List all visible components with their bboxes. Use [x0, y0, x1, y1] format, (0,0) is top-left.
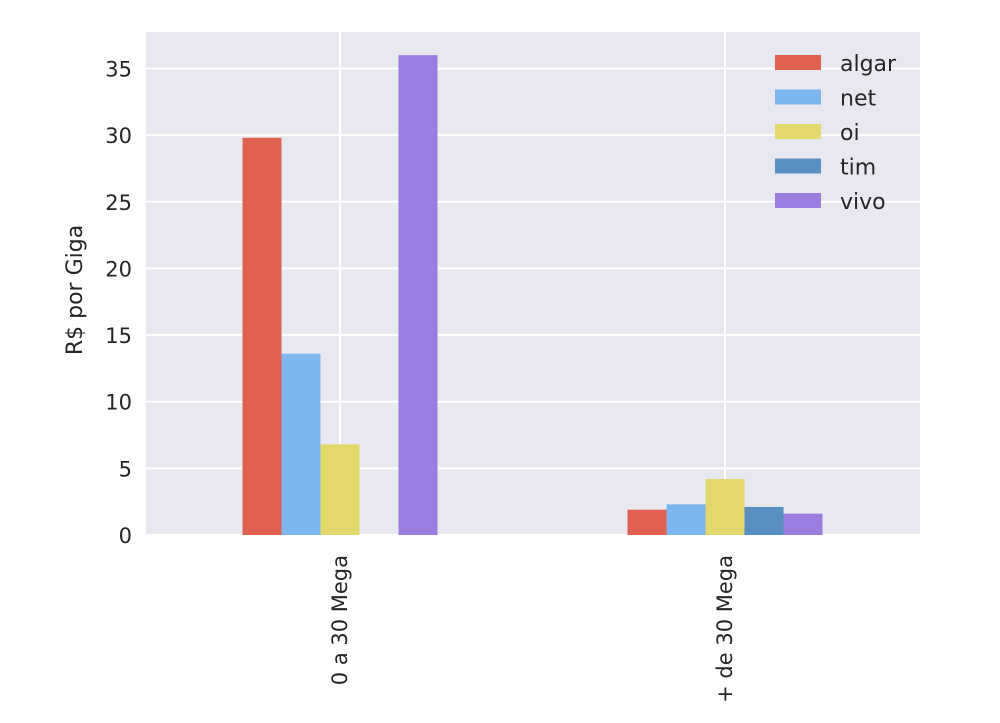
y-tick-label: 30	[105, 124, 132, 148]
bar-tim	[744, 507, 784, 535]
bar-net	[281, 353, 321, 535]
legend-swatch-vivo	[775, 193, 821, 208]
y-tick-label: 20	[105, 257, 132, 281]
legend: algar net oi tim vivo	[775, 52, 897, 215]
bar-algar	[242, 137, 282, 536]
legend-label-net: net	[840, 87, 876, 112]
bar-vivo	[783, 513, 823, 535]
legend-label-vivo: vivo	[840, 190, 886, 215]
x-tick-label: 0 a 30 Mega	[328, 555, 352, 685]
legend-swatch-algar	[775, 55, 821, 70]
x-tick-labels: 0 a 30 Mega + de 30 Mega	[328, 555, 737, 703]
bar-oi	[320, 444, 360, 535]
x-tick-label: + de 30 Mega	[713, 555, 737, 703]
bar-oi	[705, 479, 745, 535]
bar-vivo	[398, 55, 438, 536]
legend-label-tim: tim	[840, 156, 876, 181]
y-tick-label: 0	[119, 524, 132, 548]
legend-label-oi: oi	[840, 121, 860, 146]
y-axis-title: R$ por Giga	[63, 225, 88, 355]
bar-algar	[627, 509, 667, 535]
y-tick-label: 5	[119, 457, 132, 481]
legend-swatch-oi	[775, 124, 821, 139]
y-tick-label: 25	[105, 191, 132, 215]
y-tick-label: 15	[105, 324, 132, 348]
legend-swatch-net	[775, 89, 821, 105]
bars	[242, 55, 823, 536]
y-tick-label: 10	[105, 391, 132, 415]
y-tick-label: 35	[105, 57, 132, 81]
legend-swatch-tim	[775, 158, 821, 174]
y-tick-labels: 0 5 10 15 20 25 30 35	[105, 57, 132, 548]
bar-net	[666, 504, 706, 535]
legend-label-algar: algar	[840, 52, 897, 77]
